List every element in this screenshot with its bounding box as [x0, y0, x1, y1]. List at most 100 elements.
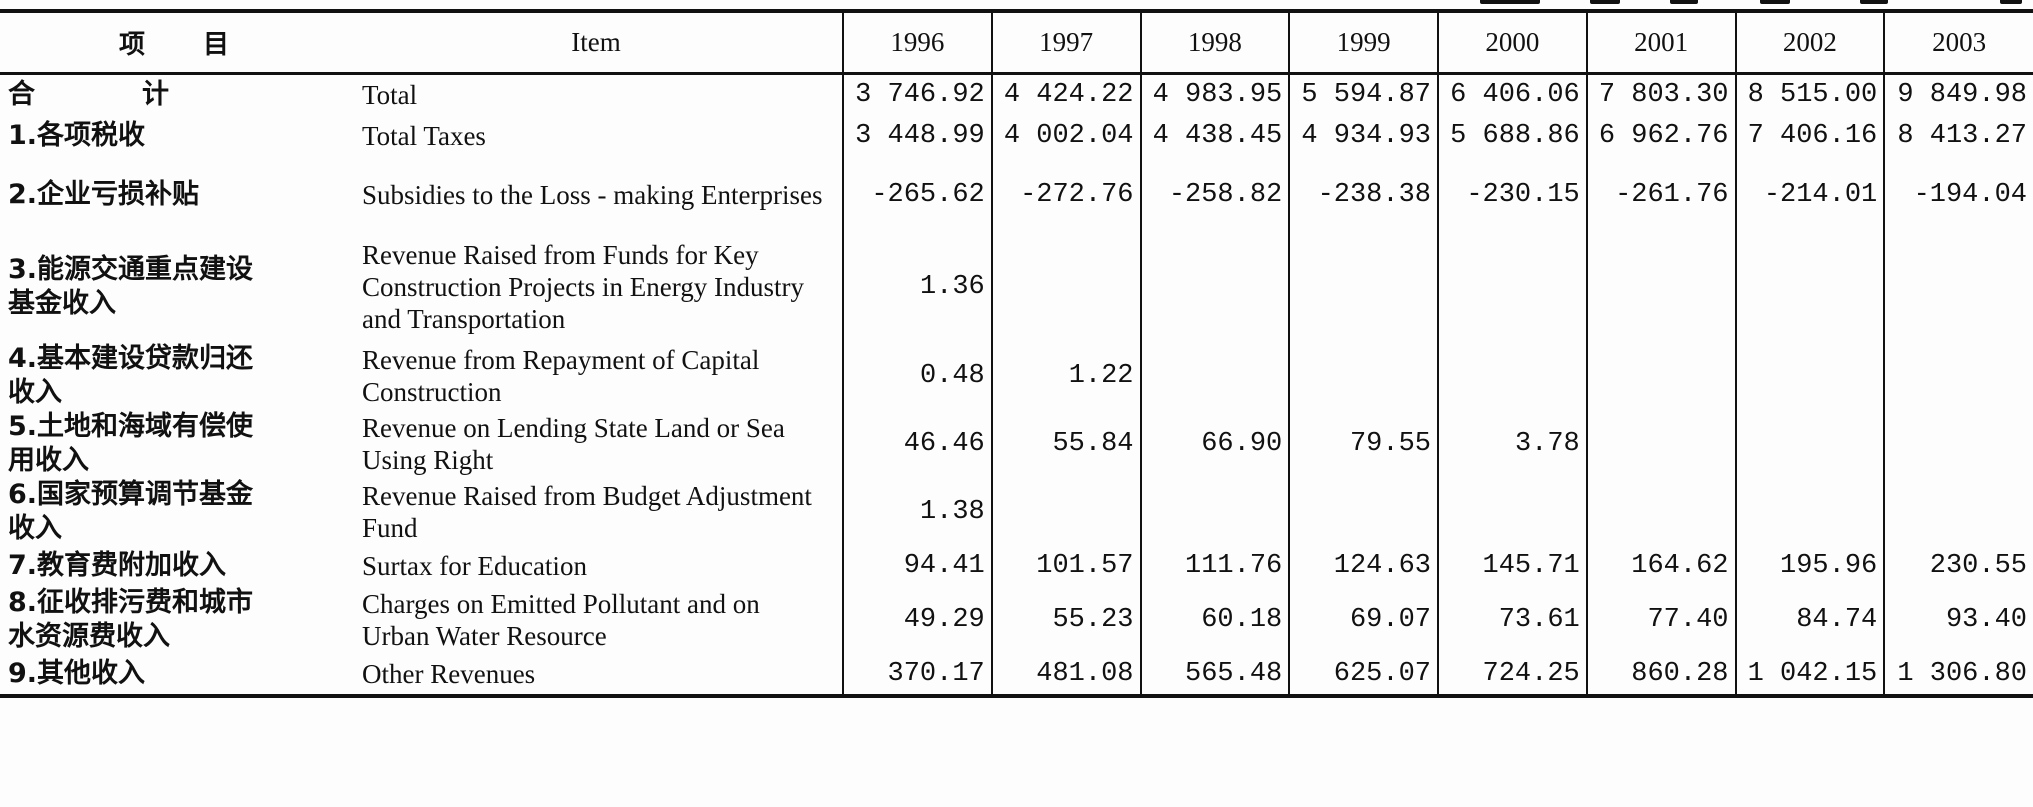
value-cell-1998 — [1139, 478, 1290, 546]
header-year-2003: 2003 — [1883, 9, 2033, 75]
value-cell-1998: 60.18 — [1139, 586, 1290, 654]
table-row: 合 计 Total 3 746.92 4 424.22 4 983.95 5 594.87… — [0, 73, 2033, 115]
value-cell-1997: -272.76 — [990, 157, 1141, 232]
value-cell-2000: 6 406.06 — [1437, 73, 1587, 115]
value-cell-2002 — [1734, 410, 1885, 478]
row-label-cn: 3.能源交通重点建设 基金收入 — [8, 254, 254, 319]
value-cell-1997: 4 424.22 — [990, 73, 1141, 115]
value-cell-2003: 1 306.80 — [1883, 654, 2033, 698]
value-cell-2002: 195.96 — [1734, 546, 1885, 586]
value-cell-1997: 55.23 — [990, 586, 1141, 654]
table-row: 1.各项税收 Total Taxes 3 448.99 4 002.04 4 438.4… — [0, 115, 2033, 157]
header-year-1997: 1997 — [990, 9, 1141, 75]
value-cell-1996: 49.29 — [842, 586, 992, 654]
value-cell-1996: 1.36 — [842, 232, 992, 342]
value-cell-2000: 5 688.86 — [1437, 115, 1587, 157]
value-cell-1996: 0.48 — [842, 342, 992, 410]
row-label-en: Other Revenues — [350, 654, 843, 698]
value-cell-1997: 1.22 — [990, 342, 1141, 410]
row-label-en: Revenue from Repayment of Capital Constr… — [362, 345, 760, 407]
value-cell-2000: 145.71 — [1437, 546, 1587, 586]
header-year-2000: 2000 — [1437, 9, 1587, 75]
value-cell-1997: 55.84 — [990, 410, 1141, 478]
value-cell-1999: 4 934.93 — [1288, 115, 1438, 157]
value-cell-1998: 565.48 — [1139, 654, 1290, 698]
value-cell-2001 — [1585, 232, 1736, 342]
value-cell-2001 — [1585, 478, 1736, 546]
table-row: 8.征收排污费和城市 水资源费收入 Charges on Emitted Poll… — [0, 586, 2033, 654]
value-cell-1999 — [1288, 232, 1438, 342]
table-row: 6.国家预算调节基金 收入 Revenue Raised from Budget … — [0, 478, 2033, 546]
value-cell-1999: 5 594.87 — [1288, 73, 1438, 115]
value-cell-1999: -238.38 — [1288, 157, 1438, 232]
value-cell-2000: 3.78 — [1437, 410, 1587, 478]
table-row: 2.企业亏损补贴 Subsidies to the Loss - making E… — [0, 157, 2033, 232]
value-cell-1998: 66.90 — [1139, 410, 1290, 478]
row-label-en: Surtax for Education — [362, 551, 587, 581]
value-cell-2003: 8 413.27 — [1883, 115, 2033, 157]
table-row: 3.能源交通重点建设 基金收入 Revenue Raised from Funds… — [0, 232, 2033, 342]
value-cell-2003 — [1883, 232, 2033, 342]
value-cell-2000 — [1437, 342, 1587, 410]
header-year-2002: 2002 — [1734, 9, 1885, 75]
value-cell-2001: 6 962.76 — [1585, 115, 1736, 157]
value-cell-2002: 84.74 — [1734, 586, 1885, 654]
value-cell-1998: 4 438.45 — [1139, 115, 1290, 157]
value-cell-2003 — [1883, 410, 2033, 478]
row-label-cn: 5.土地和海域有偿使 用收入 — [8, 411, 254, 476]
value-cell-1998 — [1139, 232, 1290, 342]
row-label-en: Charges on Emitted Pollutant and on Urba… — [362, 589, 760, 651]
header-item-cn: 项 目 — [0, 9, 350, 75]
row-label-en: Revenue Raised from Funds for Key Constr… — [362, 240, 804, 334]
value-cell-1996: 3 448.99 — [842, 115, 992, 157]
value-cell-2001: 860.28 — [1585, 654, 1736, 698]
value-cell-1997 — [990, 232, 1141, 342]
value-cell-1997: 101.57 — [990, 546, 1141, 586]
value-cell-1998: -258.82 — [1139, 157, 1290, 232]
row-label-cn: 9.其他收入 — [0, 654, 350, 698]
cropped-heading-fragment — [1440, 0, 2033, 8]
header-year-1998: 1998 — [1139, 9, 1290, 75]
value-cell-2000: -230.15 — [1437, 157, 1587, 232]
value-cell-1996: -265.62 — [842, 157, 992, 232]
table-row: 4.基本建设贷款归还 收入 Revenue from Repayment of C… — [0, 342, 2033, 410]
value-cell-2002: 1 042.15 — [1734, 654, 1885, 698]
value-cell-2002 — [1734, 478, 1885, 546]
row-label-en: Revenue Raised from Budget Adjustment Fu… — [362, 481, 812, 543]
value-cell-2002: 8 515.00 — [1734, 73, 1885, 115]
value-cell-1999: 69.07 — [1288, 586, 1438, 654]
value-cell-1997 — [990, 478, 1141, 546]
table-row: 5.土地和海域有偿使 用收入 Revenue on Lending State L… — [0, 410, 2033, 478]
value-cell-2003 — [1883, 342, 2033, 410]
value-cell-2001 — [1585, 410, 1736, 478]
table-row: 9.其他收入 Other Revenues 370.17 481.08 565.48 62… — [0, 654, 2033, 698]
value-cell-1998: 4 983.95 — [1139, 73, 1290, 115]
row-label-en: Total — [362, 79, 418, 110]
header-row: 项 目 Item 1996 1997 1998 1999 2000 2001 2… — [0, 9, 2033, 75]
header-item-en: Item — [350, 9, 843, 75]
header-year-1999: 1999 — [1288, 9, 1438, 75]
value-cell-2001: 77.40 — [1585, 586, 1736, 654]
row-label-cn: 2.企业亏损补贴 — [8, 178, 200, 210]
value-cell-1996: 46.46 — [842, 410, 992, 478]
row-label-cn: 4.基本建设贷款归还 收入 — [8, 343, 254, 408]
revenue-table: 项 目 Item 1996 1997 1998 1999 2000 2001 2… — [0, 9, 2033, 698]
value-cell-1996: 94.41 — [842, 546, 992, 586]
row-label-en: Subsidies to the Loss - making Enterpris… — [362, 179, 823, 210]
value-cell-2000: 724.25 — [1437, 654, 1587, 698]
value-cell-2002: -214.01 — [1734, 157, 1885, 232]
value-cell-2001: 7 803.30 — [1585, 73, 1736, 115]
row-label-cn: 合 计 — [8, 78, 209, 110]
value-cell-1996: 370.17 — [842, 654, 992, 698]
value-cell-2000 — [1437, 478, 1587, 546]
value-cell-2003: 230.55 — [1883, 546, 2033, 586]
row-label-cn: 8.征收排污费和城市 水资源费收入 — [8, 587, 254, 652]
value-cell-2003 — [1883, 478, 2033, 546]
value-cell-2002: 7 406.16 — [1734, 115, 1885, 157]
table-row: 7.教育费附加收入 Surtax for Education 94.41 101.57… — [0, 546, 2033, 586]
value-cell-2001: 164.62 — [1585, 546, 1736, 586]
value-cell-1996: 3 746.92 — [842, 73, 992, 115]
value-cell-2002 — [1734, 342, 1885, 410]
header-year-1996: 1996 — [842, 9, 992, 75]
value-cell-2000: 73.61 — [1437, 586, 1587, 654]
